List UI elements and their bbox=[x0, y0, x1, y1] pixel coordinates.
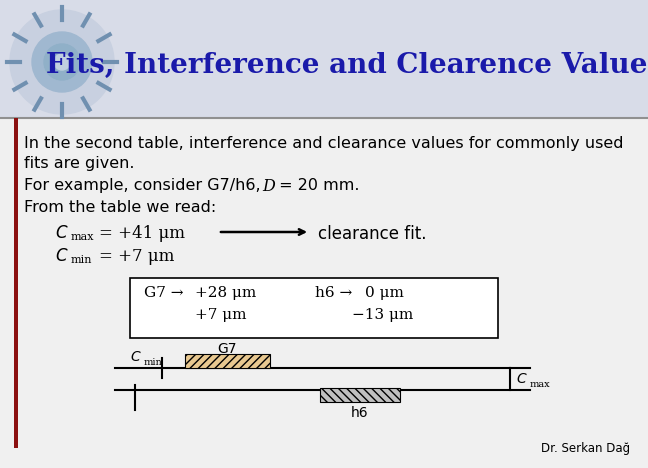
Text: h6: h6 bbox=[351, 406, 369, 420]
Text: fits are given.: fits are given. bbox=[24, 156, 135, 171]
Text: $C$: $C$ bbox=[55, 248, 69, 265]
Text: max: max bbox=[71, 232, 95, 242]
Text: From the table we read:: From the table we read: bbox=[24, 200, 216, 215]
Text: Dr. Serkan Dağ: Dr. Serkan Dağ bbox=[541, 442, 630, 455]
Text: clearance fit.: clearance fit. bbox=[318, 225, 426, 243]
Text: min: min bbox=[144, 358, 163, 367]
Text: 0 μm: 0 μm bbox=[365, 286, 404, 300]
Circle shape bbox=[44, 44, 80, 80]
Text: = +7 μm: = +7 μm bbox=[99, 248, 174, 265]
Bar bbox=[185, 354, 270, 368]
Text: For example, consider G7/h6,: For example, consider G7/h6, bbox=[24, 178, 266, 193]
Circle shape bbox=[10, 10, 114, 114]
Circle shape bbox=[32, 32, 92, 92]
Text: G7: G7 bbox=[218, 342, 237, 356]
Text: = +41 μm: = +41 μm bbox=[99, 225, 185, 242]
Bar bbox=[320, 388, 400, 402]
Text: +28 μm: +28 μm bbox=[195, 286, 256, 300]
Text: $C$: $C$ bbox=[516, 372, 527, 386]
Circle shape bbox=[54, 54, 70, 70]
Text: = 20 mm.: = 20 mm. bbox=[274, 178, 360, 193]
Text: D: D bbox=[262, 178, 275, 195]
Text: −13 μm: −13 μm bbox=[352, 308, 413, 322]
Text: h6 →: h6 → bbox=[315, 286, 353, 300]
Text: In the second table, interference and clearance values for commonly used: In the second table, interference and cl… bbox=[24, 136, 623, 151]
Bar bbox=[0, 0, 648, 118]
Text: Fits, Interference and Clearence Values: Fits, Interference and Clearence Values bbox=[47, 51, 648, 79]
Text: G7 →: G7 → bbox=[144, 286, 183, 300]
Bar bbox=[14, 118, 18, 448]
Text: max: max bbox=[530, 380, 551, 389]
Bar bbox=[130, 278, 498, 338]
Text: +7 μm: +7 μm bbox=[195, 308, 246, 322]
Bar bbox=[0, 118, 648, 468]
Text: $C$: $C$ bbox=[130, 350, 142, 364]
Text: $C$: $C$ bbox=[55, 225, 69, 242]
Text: min: min bbox=[71, 255, 93, 265]
